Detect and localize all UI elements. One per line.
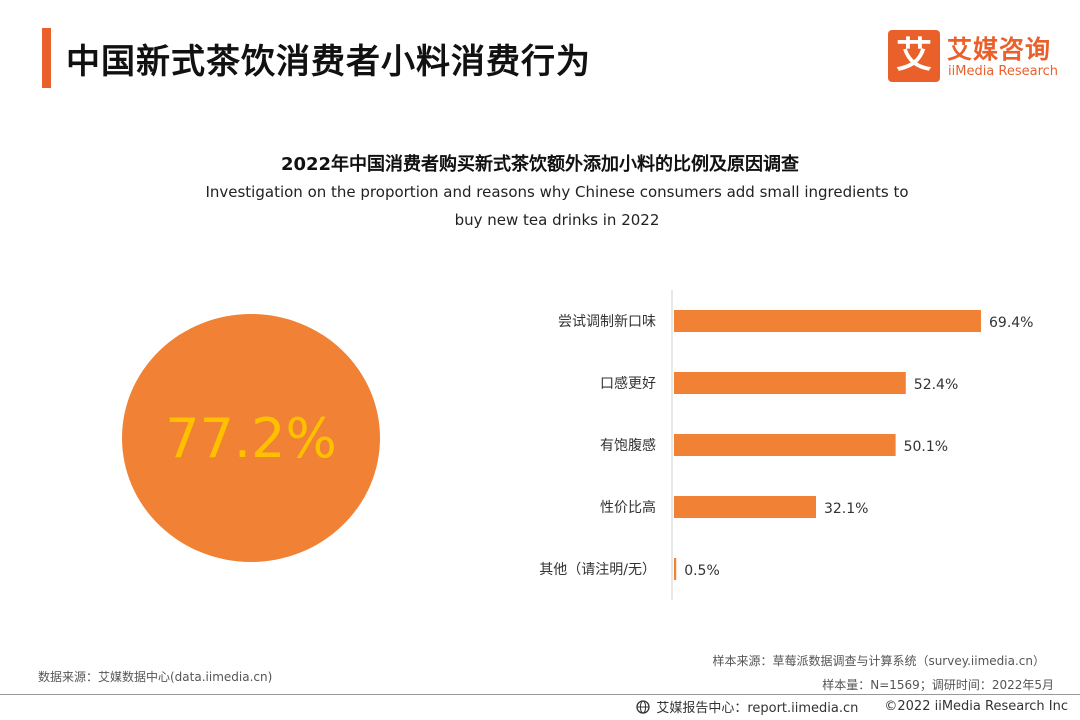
report-center[interactable]: 艾媒报告中心：report.iimedia.cn <box>656 701 859 716</box>
logo-name-cn: 艾媒咨询 <box>947 35 1052 64</box>
data-source: 数据来源：艾媒数据中心(data.iimedia.cn) <box>38 670 273 684</box>
bar <box>674 558 677 580</box>
bar-category-label: 口感更好 <box>600 375 656 392</box>
footer-divider <box>0 694 1080 695</box>
pie-slice <box>122 314 380 562</box>
pie-center-label: 77.2% <box>165 407 337 470</box>
bar <box>674 310 981 332</box>
bar <box>674 434 896 456</box>
globe-icon <box>636 699 650 714</box>
logo-mark: 艾 <box>888 30 940 82</box>
bar-value-label: 0.5% <box>684 563 720 579</box>
sample-info: 样本量：N=1569；调研时间：2022年5月 <box>822 678 1054 692</box>
bars-group: 尝试调制新口味 69.4% 口感更好 52.4% 有饱腹感 50.1% 性价比高 32.1% 其… <box>539 310 1033 580</box>
bar-chart: 尝试调制新口味 69.4% 口感更好 52.4% 有饱腹感 50.1% 性价比高 32.1% 其… <box>539 290 1033 600</box>
bar-value-label: 32.1% <box>824 501 868 517</box>
pie-chart: 77.2% <box>122 314 380 562</box>
iimedia-logo[interactable]: 艾 艾媒咨询 iiMedia Research <box>888 30 1068 86</box>
bar-category-label: 有饱腹感 <box>600 437 656 454</box>
chart-title: 2022年中国消费者购买新式茶饮额外添加小料的比例及原因调查 <box>280 154 800 175</box>
bar-value-label: 52.4% <box>914 377 958 393</box>
footer-bar: 艾媒报告中心：report.iimedia.cn ©2022 iiMedia R… <box>636 697 1068 716</box>
sample-source: 样本来源：草莓派数据调查与计算系统（survey.iimedia.cn） <box>712 654 1045 668</box>
chart-subtitle-line1: Investigation on the proportion and reas… <box>205 183 909 201</box>
bar-category-label: 其他（请注明/无） <box>539 562 656 578</box>
bar-value-label: 50.1% <box>904 439 948 455</box>
bar <box>674 372 906 394</box>
bar-category-label: 尝试调制新口味 <box>558 314 656 330</box>
bar-category-label: 性价比高 <box>600 499 656 516</box>
bar-value-label: 69.4% <box>989 315 1033 331</box>
copyright: ©2022 iiMedia Research Inc <box>884 699 1068 714</box>
logo-name-en: iiMedia Research <box>948 64 1059 79</box>
title-accent-bar <box>42 28 51 88</box>
page-title: 中国新式茶饮消费者小料消费行为 <box>66 42 591 82</box>
chart-subtitle-line2: buy new tea drinks in 2022 <box>454 211 660 229</box>
bar <box>674 496 816 518</box>
